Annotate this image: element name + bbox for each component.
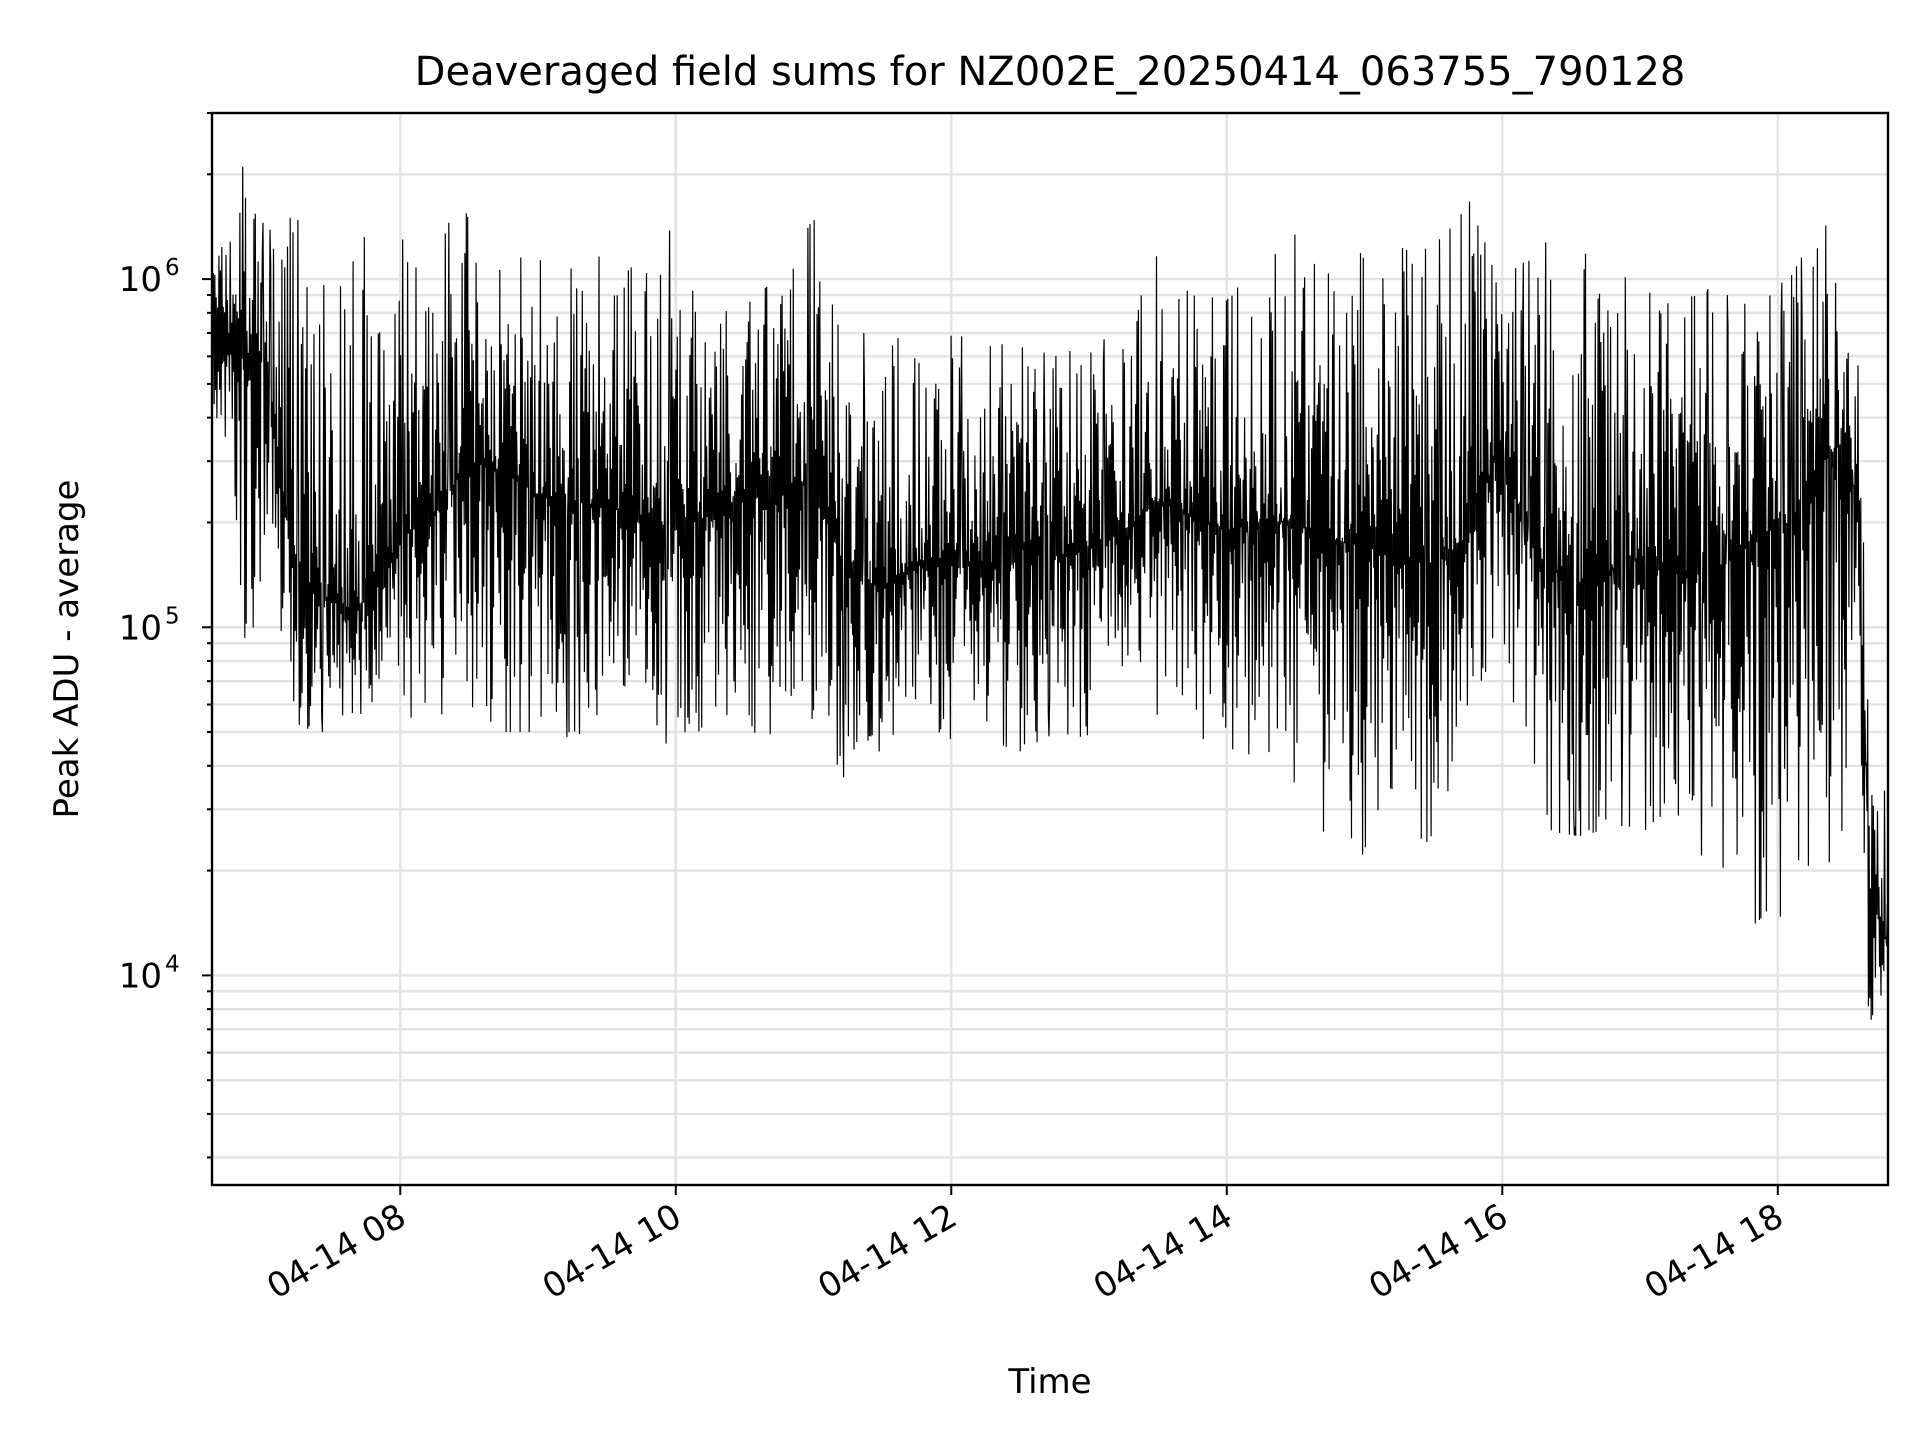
y-tick-label: 10 (119, 608, 162, 648)
plot-frame (210, 111, 1890, 1187)
y-axis-label: Peak ADU - average (47, 480, 87, 819)
x-tick-label: 04-14 18 (1638, 1196, 1790, 1307)
x-axis-label: Time (1007, 1362, 1091, 1402)
y-tick-base: 10 (119, 608, 162, 648)
y-tick-base: 10 (119, 260, 162, 300)
chart-title: Deaveraged field sums for NZ002E_2025041… (415, 49, 1686, 95)
x-tick-label: 04-14 16 (1362, 1196, 1514, 1307)
y-tick-exponent: 5 (165, 603, 180, 629)
y-tick-label: 10 (119, 260, 162, 300)
x-tick-label: 04-14 12 (811, 1196, 963, 1307)
y-tick-exponent: 4 (165, 951, 180, 977)
y-tick-base: 10 (119, 956, 162, 996)
x-tick-label: 04-14 10 (536, 1196, 688, 1307)
axis-ticks: 04-14 08 04-14 10 04-14 12 04-14 14 04-14 16… (119, 112, 1790, 1307)
series-line (211, 166, 1889, 1020)
x-tick-label: 04-14 08 (260, 1196, 412, 1307)
y-tick-label: 10 (119, 956, 162, 996)
x-tick-label: 04-14 14 (1087, 1196, 1239, 1307)
y-tick-exponent: 6 (165, 255, 180, 281)
